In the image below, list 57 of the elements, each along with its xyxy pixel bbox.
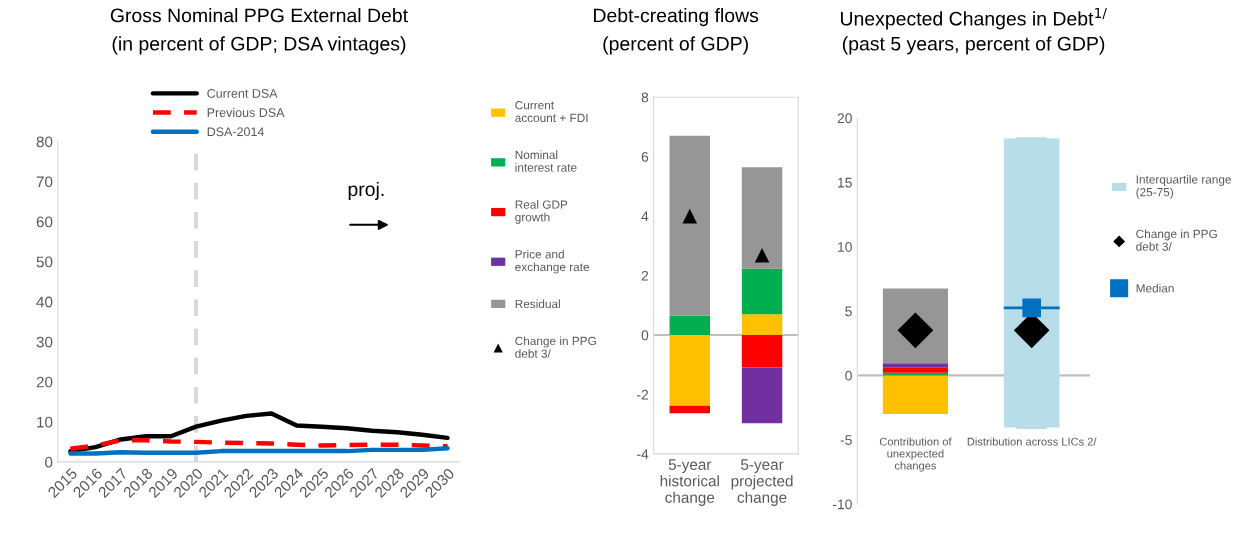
annotation: proj. (348, 181, 384, 201)
bar (669, 335, 711, 406)
y-tick-label: 4 (641, 211, 649, 222)
y-tick-label: -2 (637, 389, 649, 400)
bar (741, 268, 783, 315)
legend-label: Median (1136, 283, 1174, 293)
y-tick-label: 20 (36, 376, 53, 388)
chart-title: Unexpected Changes in Debt$^{1/}$ (840, 8, 1107, 30)
bar (741, 314, 783, 335)
legend-label: Change in PPG debt 3/ (1136, 229, 1217, 251)
y-tick-label: 6 (641, 151, 649, 162)
y-tick-label: -5 (840, 435, 852, 445)
chart-title: Debt-creating flows (594, 8, 759, 27)
y-tick-label: 50 (36, 256, 53, 268)
legend-label: Nominal interest rate (515, 150, 577, 172)
chart-title: Gross Nominal PPG External Debt (110, 8, 408, 23)
y-tick-label: -10 (832, 499, 852, 510)
chart-subtitle: (past 5 years, percent of GDP) (842, 36, 1105, 55)
x-tick-label: 5-year projected change (731, 459, 793, 506)
y-tick-label: -4 (637, 449, 649, 459)
legend-label: Real GDP growth (515, 200, 568, 224)
chart-subtitle: (percent of GDP) (603, 36, 748, 55)
legend-label: Change in PPG debt 3/ (515, 336, 596, 358)
legend-label: Price and exchange rate (515, 249, 590, 274)
legend-label: Current DSA (207, 89, 278, 98)
y-tick-label: 0 (845, 370, 852, 381)
y-tick-label: 70 (36, 176, 53, 188)
y-tick-label: 5 (845, 306, 852, 317)
bar (669, 135, 711, 316)
y-tick-label: 10 (838, 242, 852, 252)
y-tick-label: 15 (838, 177, 852, 188)
y-tick-label: 30 (36, 336, 53, 348)
y-tick-label: 40 (36, 296, 53, 308)
x-tick-label: Contribution of unexpected changes (879, 437, 952, 472)
x-tick-label: 5-year historical change (660, 459, 719, 506)
y-tick-label: 80 (36, 136, 53, 148)
line-series (68, 438, 450, 451)
y-tick-label: 0 (45, 456, 53, 468)
legend-label: Interquartile range (25-75) (1136, 174, 1231, 199)
chart-subtitle: (in percent of GDP; DSA vintages) (112, 36, 406, 55)
legend-label: Current account + FDI (515, 100, 588, 123)
bar (669, 405, 711, 414)
bar (669, 315, 711, 335)
bar (741, 367, 783, 424)
y-tick-label: 8 (641, 92, 649, 103)
y-tick-label: 0 (641, 330, 649, 341)
legend-label: Previous DSA (207, 107, 285, 118)
bar (741, 335, 783, 368)
y-tick-label: 10 (37, 416, 53, 428)
y-tick-label: 2 (641, 270, 649, 281)
y-tick-label: 60 (36, 216, 53, 228)
legend-label: DSA-2014 (207, 127, 264, 137)
y-tick-label: 20 (837, 113, 852, 124)
line-series (68, 411, 450, 454)
legend-label: Residual (515, 299, 560, 309)
bar (741, 167, 783, 269)
x-tick-label: Distribution across LICs 2/ (967, 437, 1097, 446)
